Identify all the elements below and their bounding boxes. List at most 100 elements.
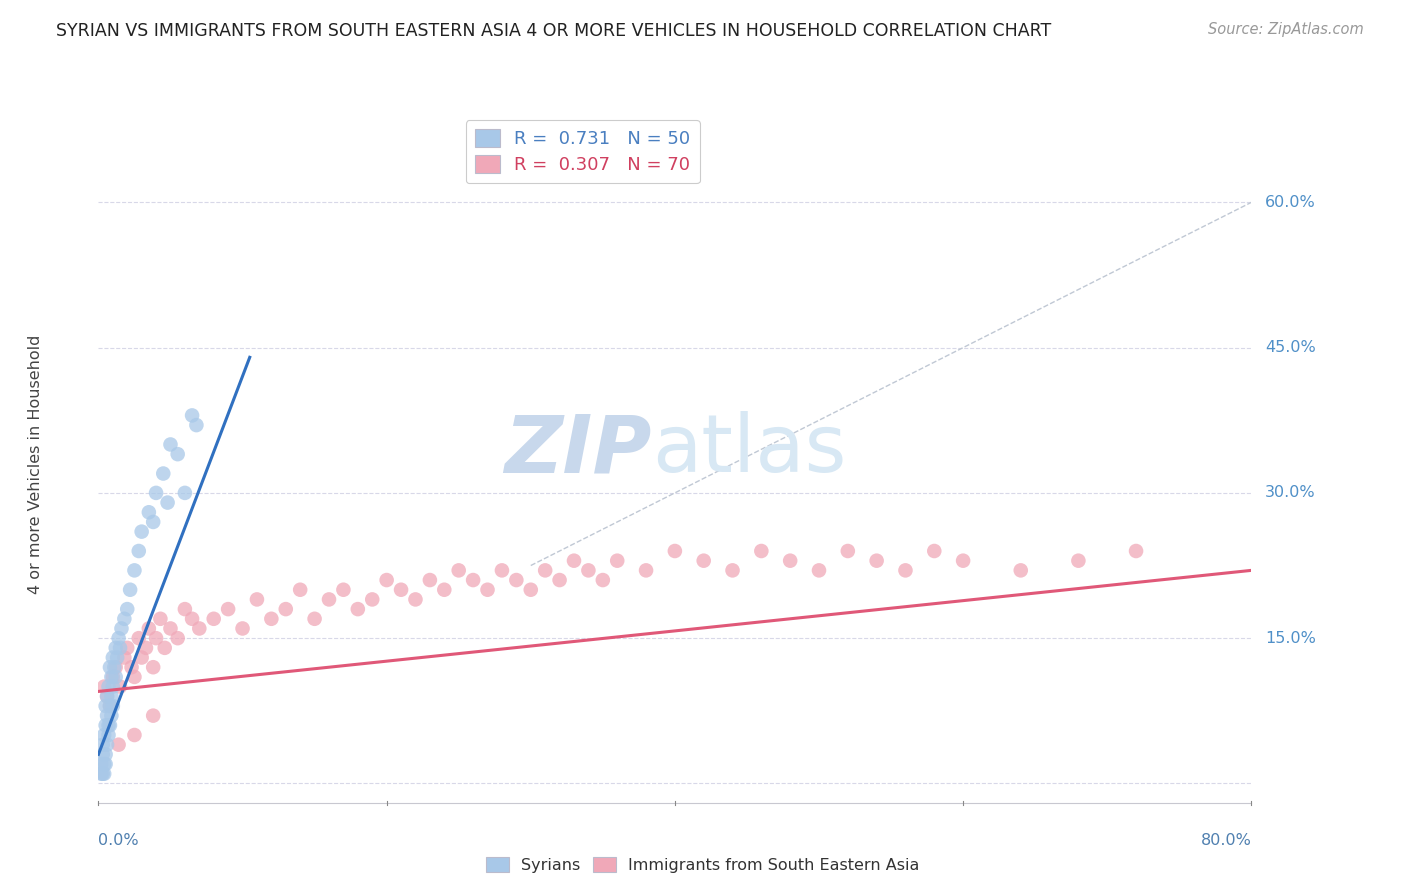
Point xyxy=(128,544,150,558)
Text: 30.0%: 30.0% xyxy=(1265,485,1316,500)
Point xyxy=(405,592,427,607)
Point xyxy=(138,622,160,636)
Point xyxy=(304,612,326,626)
Point xyxy=(96,708,118,723)
Point xyxy=(135,640,157,655)
Point xyxy=(260,612,283,626)
Point xyxy=(100,708,122,723)
Text: 60.0%: 60.0% xyxy=(1265,194,1316,210)
Point xyxy=(181,612,204,626)
Point xyxy=(174,486,197,500)
Point xyxy=(112,650,135,665)
Point xyxy=(104,640,127,655)
Point xyxy=(112,612,135,626)
Point xyxy=(142,708,165,723)
Text: Source: ZipAtlas.com: Source: ZipAtlas.com xyxy=(1208,22,1364,37)
Point xyxy=(105,650,128,665)
Point xyxy=(101,680,124,694)
Point xyxy=(108,680,131,694)
Point xyxy=(606,554,628,568)
Point xyxy=(91,766,114,780)
Point xyxy=(231,622,254,636)
Point xyxy=(108,640,131,655)
Point xyxy=(101,670,124,684)
Point xyxy=(1067,554,1090,568)
Point xyxy=(520,582,543,597)
Point xyxy=(156,495,179,509)
Point xyxy=(96,690,118,704)
Point xyxy=(866,554,889,568)
Point xyxy=(93,757,115,772)
Text: 80.0%: 80.0% xyxy=(1201,833,1251,848)
Point xyxy=(246,592,269,607)
Point xyxy=(107,738,129,752)
Point xyxy=(94,718,117,732)
Point xyxy=(433,582,456,597)
Point xyxy=(107,631,129,645)
Point xyxy=(98,660,121,674)
Point xyxy=(548,573,571,587)
Point xyxy=(477,582,499,597)
Point xyxy=(166,447,188,461)
Point xyxy=(188,622,211,636)
Point xyxy=(922,544,945,558)
Point xyxy=(217,602,239,616)
Point xyxy=(117,640,138,655)
Point xyxy=(93,728,115,742)
Legend: R =  0.731   N = 50, R =  0.307   N = 70: R = 0.731 N = 50, R = 0.307 N = 70 xyxy=(465,120,700,183)
Point xyxy=(491,563,513,577)
Point xyxy=(101,650,124,665)
Point xyxy=(419,573,441,587)
Point xyxy=(96,738,118,752)
Point xyxy=(152,467,174,481)
Point xyxy=(145,631,167,645)
Text: SYRIAN VS IMMIGRANTS FROM SOUTH EASTERN ASIA 4 OR MORE VEHICLES IN HOUSEHOLD COR: SYRIAN VS IMMIGRANTS FROM SOUTH EASTERN … xyxy=(56,22,1052,40)
Text: 15.0%: 15.0% xyxy=(1265,631,1316,646)
Point xyxy=(186,418,208,433)
Point xyxy=(534,563,557,577)
Point xyxy=(721,563,744,577)
Point xyxy=(636,563,658,577)
Point xyxy=(124,563,146,577)
Point xyxy=(149,612,172,626)
Point xyxy=(562,554,585,568)
Point xyxy=(94,757,117,772)
Point xyxy=(104,660,127,674)
Point xyxy=(1125,544,1147,558)
Point xyxy=(90,757,112,772)
Point xyxy=(120,582,142,597)
Point xyxy=(96,690,118,704)
Point xyxy=(100,690,122,704)
Point xyxy=(1010,563,1032,577)
Point xyxy=(389,582,412,597)
Point xyxy=(181,409,204,423)
Text: 0.0%: 0.0% xyxy=(98,833,139,848)
Point xyxy=(117,602,138,616)
Point xyxy=(94,747,117,762)
Point xyxy=(159,622,181,636)
Point xyxy=(124,728,146,742)
Point xyxy=(97,718,120,732)
Point xyxy=(894,563,917,577)
Point xyxy=(505,573,527,587)
Point xyxy=(91,738,114,752)
Point xyxy=(90,766,112,780)
Point xyxy=(97,728,120,742)
Point xyxy=(664,544,686,558)
Text: atlas: atlas xyxy=(652,411,846,490)
Point xyxy=(131,650,153,665)
Point xyxy=(166,631,188,645)
Point xyxy=(807,563,830,577)
Point xyxy=(93,680,115,694)
Point xyxy=(274,602,297,616)
Point xyxy=(837,544,859,558)
Point xyxy=(100,670,122,684)
Point xyxy=(751,544,773,558)
Point xyxy=(346,602,368,616)
Point xyxy=(98,698,121,713)
Point xyxy=(94,698,117,713)
Point xyxy=(121,660,143,674)
Point xyxy=(131,524,153,539)
Point xyxy=(779,554,801,568)
Legend: Syrians, Immigrants from South Eastern Asia: Syrians, Immigrants from South Eastern A… xyxy=(479,851,927,880)
